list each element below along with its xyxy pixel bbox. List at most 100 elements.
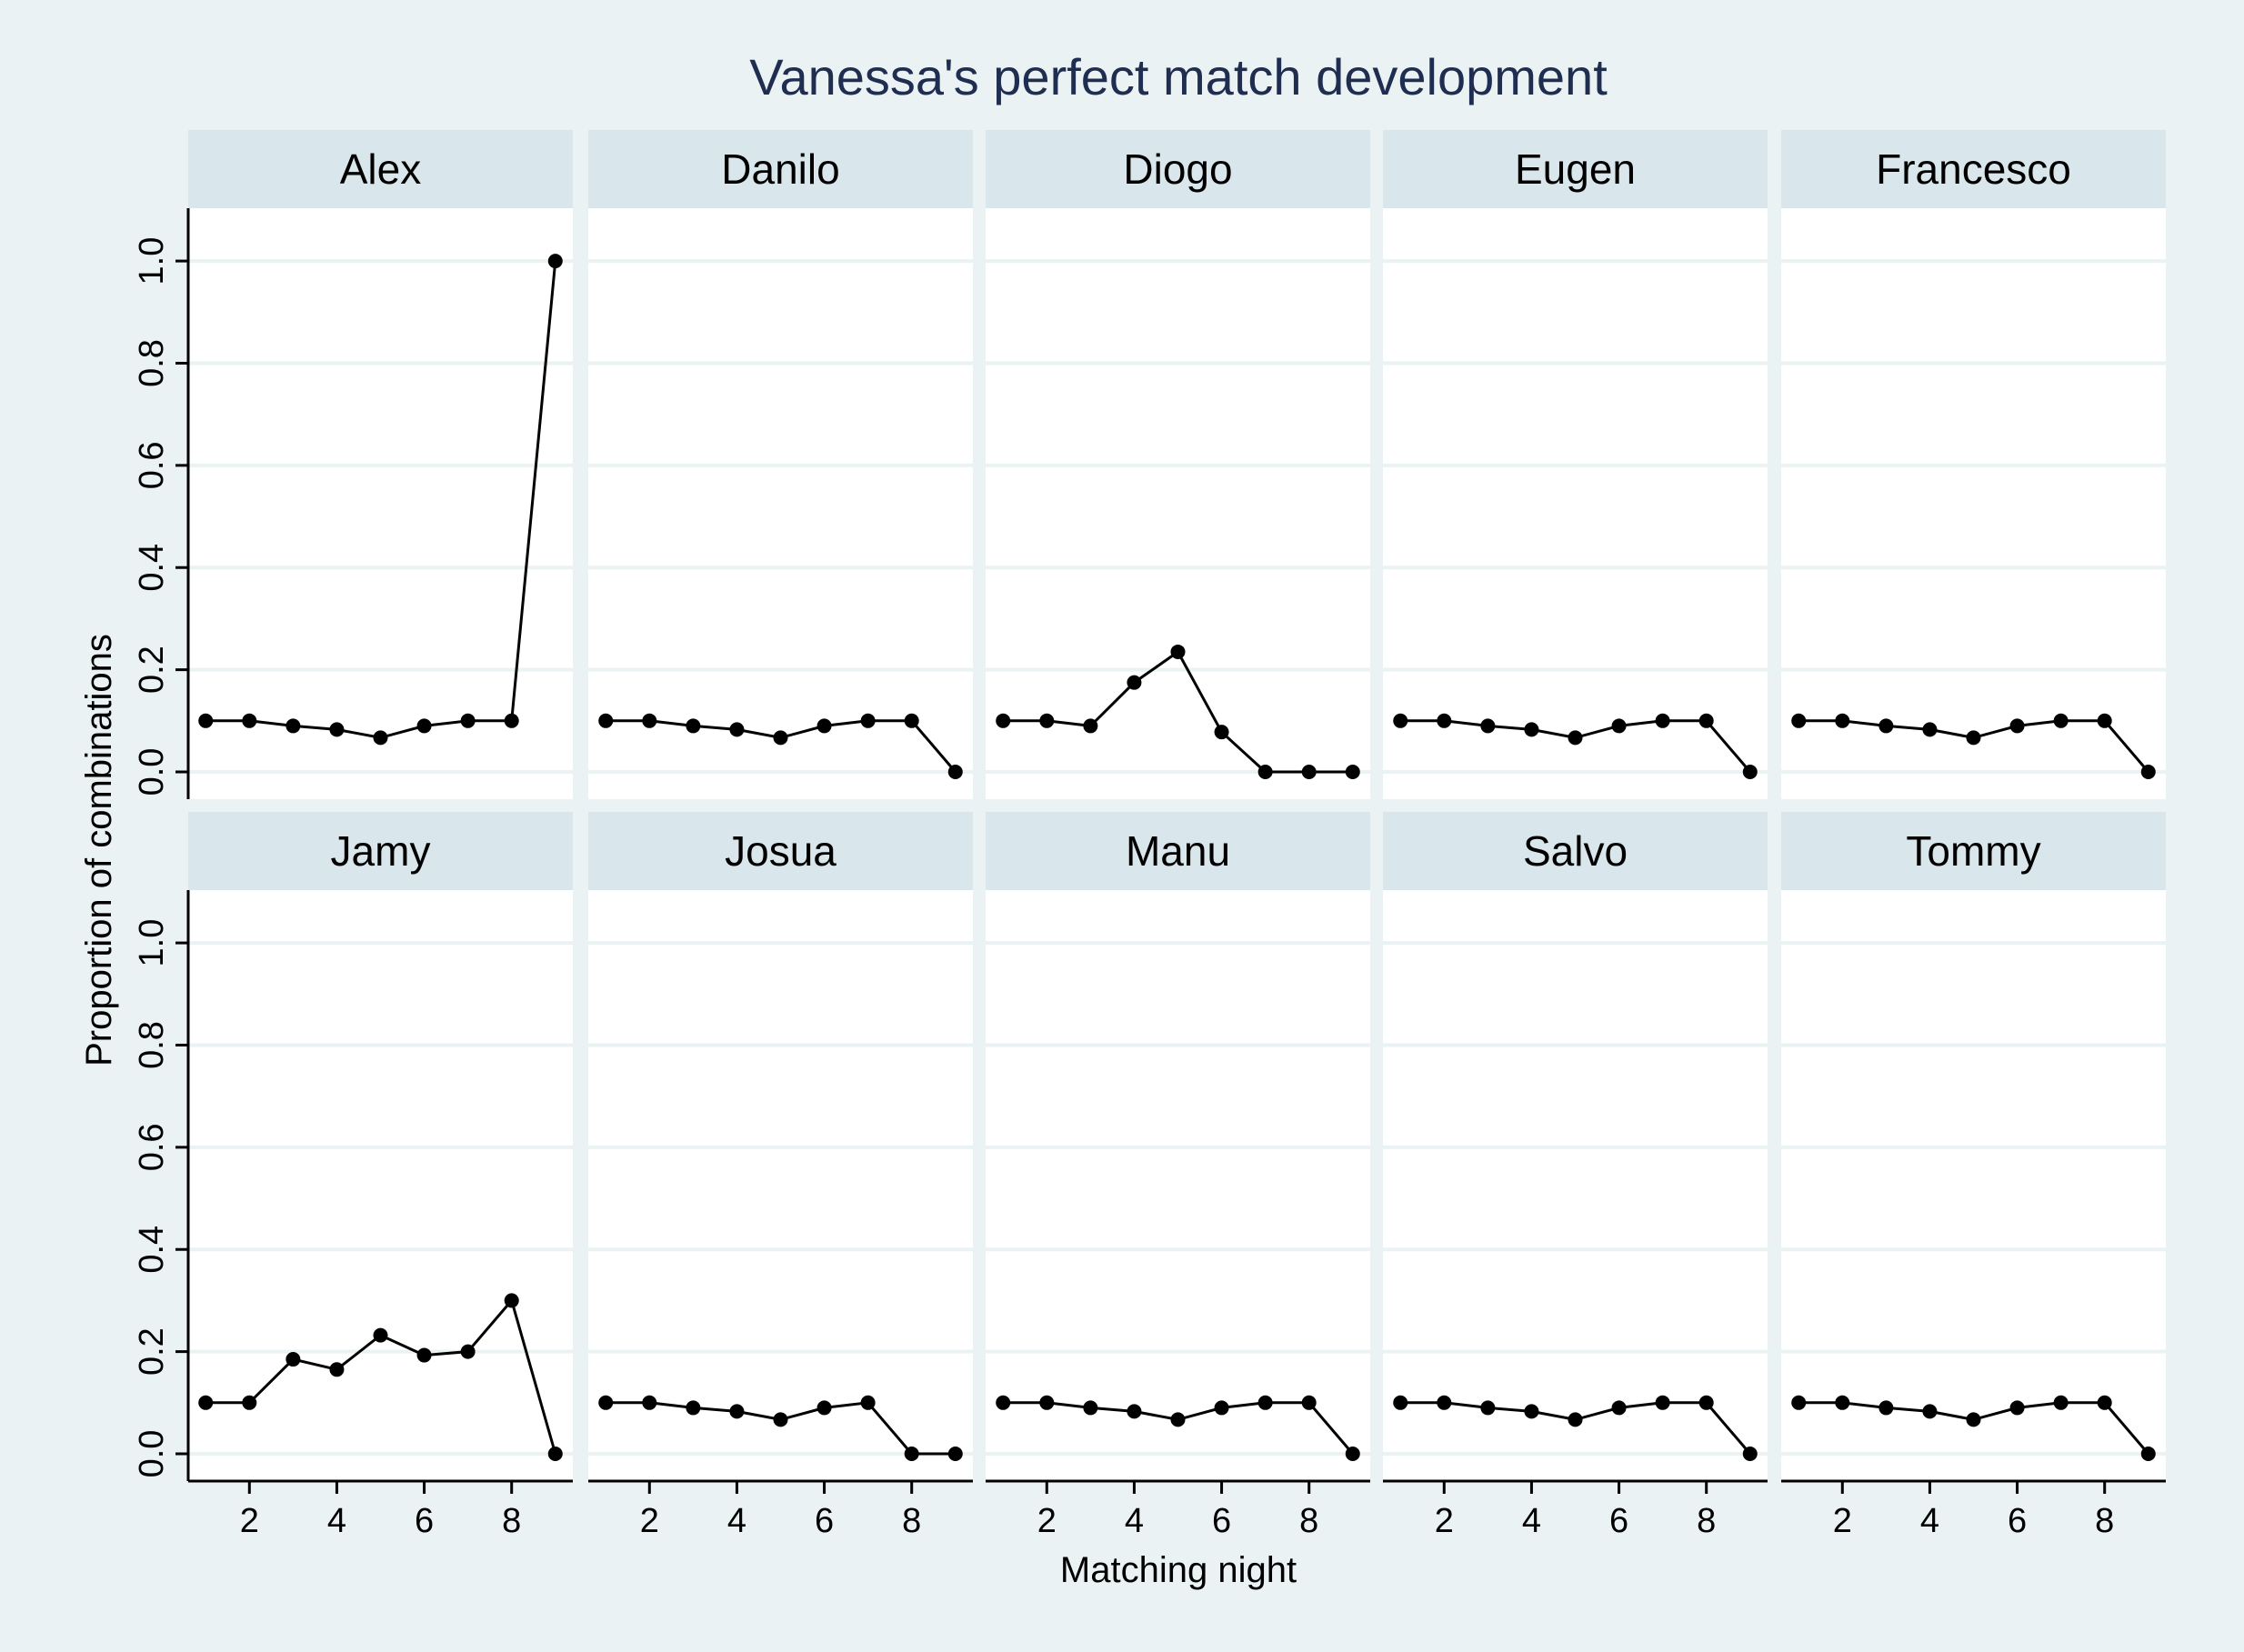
facet-title: Salvo: [1523, 827, 1628, 875]
data-point: [1524, 722, 1539, 737]
y-tick-label: 0.8: [133, 339, 171, 387]
data-point: [198, 713, 214, 728]
data-point: [860, 713, 876, 728]
x-tick-label: 2: [1435, 1502, 1454, 1540]
data-point: [1170, 644, 1186, 659]
x-tick-label: 4: [1125, 1502, 1144, 1540]
data-point: [2053, 1395, 2069, 1410]
data-point: [547, 254, 563, 269]
data-point: [860, 1395, 876, 1410]
data-point: [1568, 730, 1583, 746]
data-point: [1039, 1395, 1055, 1410]
facet-title: Diogo: [1123, 145, 1232, 193]
y-tick-label: 0.0: [133, 748, 171, 796]
data-point: [547, 1447, 563, 1461]
y-tick-label: 0.4: [133, 1226, 171, 1274]
data-point: [198, 1395, 214, 1410]
plot-area: [1383, 208, 1768, 799]
facet-title: Manu: [1126, 827, 1230, 875]
data-point: [1345, 1447, 1360, 1461]
facet-panel-diogo: Diogo: [986, 130, 1370, 799]
data-point: [1083, 718, 1098, 734]
y-tick-label: 0.0: [133, 1430, 171, 1478]
x-tick-label: 2: [640, 1502, 659, 1540]
data-point: [1301, 1395, 1317, 1410]
x-tick-label: 2: [1833, 1502, 1852, 1540]
y-tick-label: 0.6: [133, 441, 171, 489]
x-tick-label: 6: [1212, 1502, 1231, 1540]
x-tick-label: 2: [240, 1502, 259, 1540]
data-point: [1524, 1404, 1539, 1419]
data-point: [1568, 1412, 1583, 1427]
data-point: [460, 1344, 476, 1359]
x-tick-label: 8: [1697, 1502, 1716, 1540]
facet-panels: Alex 0.0 0.2 0.4 0.6 0.8 1.0 Danilo Diogo Eugen Fr…: [133, 130, 2166, 1540]
data-point: [1214, 1400, 1229, 1416]
data-point: [2009, 1400, 2025, 1416]
facet-strip: [1781, 812, 2166, 890]
data-point: [1966, 730, 1981, 746]
x-tick-label: 6: [2008, 1502, 2027, 1540]
data-point: [2097, 713, 2112, 728]
data-point: [904, 713, 919, 728]
data-point: [1835, 713, 1850, 728]
facet-strip: [588, 130, 973, 208]
data-point: [729, 1404, 745, 1419]
data-point: [1742, 765, 1758, 779]
data-point: [1698, 713, 1714, 728]
data-point: [504, 1293, 519, 1308]
facet-strip: [1383, 130, 1768, 208]
data-point: [996, 713, 1011, 728]
data-point: [773, 1412, 788, 1427]
data-point: [773, 730, 788, 746]
data-point: [1480, 1400, 1496, 1416]
data-point: [1083, 1400, 1098, 1416]
data-point: [1655, 713, 1670, 728]
x-tick-label: 8: [502, 1502, 521, 1540]
data-point: [1437, 713, 1452, 728]
facet-panel-tommy: Tommy 2 4 6 8: [1781, 812, 2166, 1540]
facet-panel-eugen: Eugen: [1383, 130, 1768, 799]
facet-panel-alex: Alex 0.0 0.2 0.4 0.6 0.8 1.0: [133, 130, 573, 799]
data-point: [598, 1395, 614, 1410]
data-point: [816, 1400, 832, 1416]
data-point: [1257, 765, 1273, 779]
x-axis-title: Matching night: [1060, 1550, 1297, 1590]
x-tick-label: 6: [815, 1502, 834, 1540]
plot-area: [1781, 208, 2166, 799]
y-axis-title: Proportion of combinations: [79, 634, 119, 1066]
data-point: [416, 1347, 432, 1363]
data-point: [1214, 725, 1229, 740]
facet-panel-francesco: Francesco: [1781, 130, 2166, 799]
data-point: [1393, 713, 1408, 728]
data-point: [1655, 1395, 1670, 1410]
x-tick-label: 2: [1037, 1502, 1057, 1540]
x-tick-label: 4: [327, 1502, 346, 1540]
y-tick-label: 0.8: [133, 1021, 171, 1069]
x-tick-label: 4: [727, 1502, 746, 1540]
data-point: [1127, 675, 1142, 690]
facet-strip: [188, 812, 573, 890]
facet-panel-salvo: Salvo 2 4 6 8: [1383, 812, 1768, 1540]
facet-title: Tommy: [1906, 827, 2040, 875]
data-point: [1257, 1395, 1273, 1410]
data-point: [373, 730, 388, 746]
x-tick-label: 6: [1609, 1502, 1628, 1540]
facet-title: Eugen: [1515, 145, 1636, 193]
data-point: [642, 1395, 657, 1410]
facet-panel-danilo: Danilo: [588, 130, 973, 799]
data-point: [996, 1395, 1011, 1410]
data-point: [286, 718, 301, 734]
data-point: [373, 1327, 388, 1343]
x-tick-label: 8: [2095, 1502, 2114, 1540]
data-point: [598, 713, 614, 728]
facet-title: Jamy: [331, 827, 431, 875]
plot-area: [588, 208, 973, 799]
facet-title: Francesco: [1876, 145, 2071, 193]
data-point: [242, 713, 257, 728]
plot-area: [188, 208, 573, 799]
data-point: [1437, 1395, 1452, 1410]
data-point: [1345, 765, 1360, 779]
